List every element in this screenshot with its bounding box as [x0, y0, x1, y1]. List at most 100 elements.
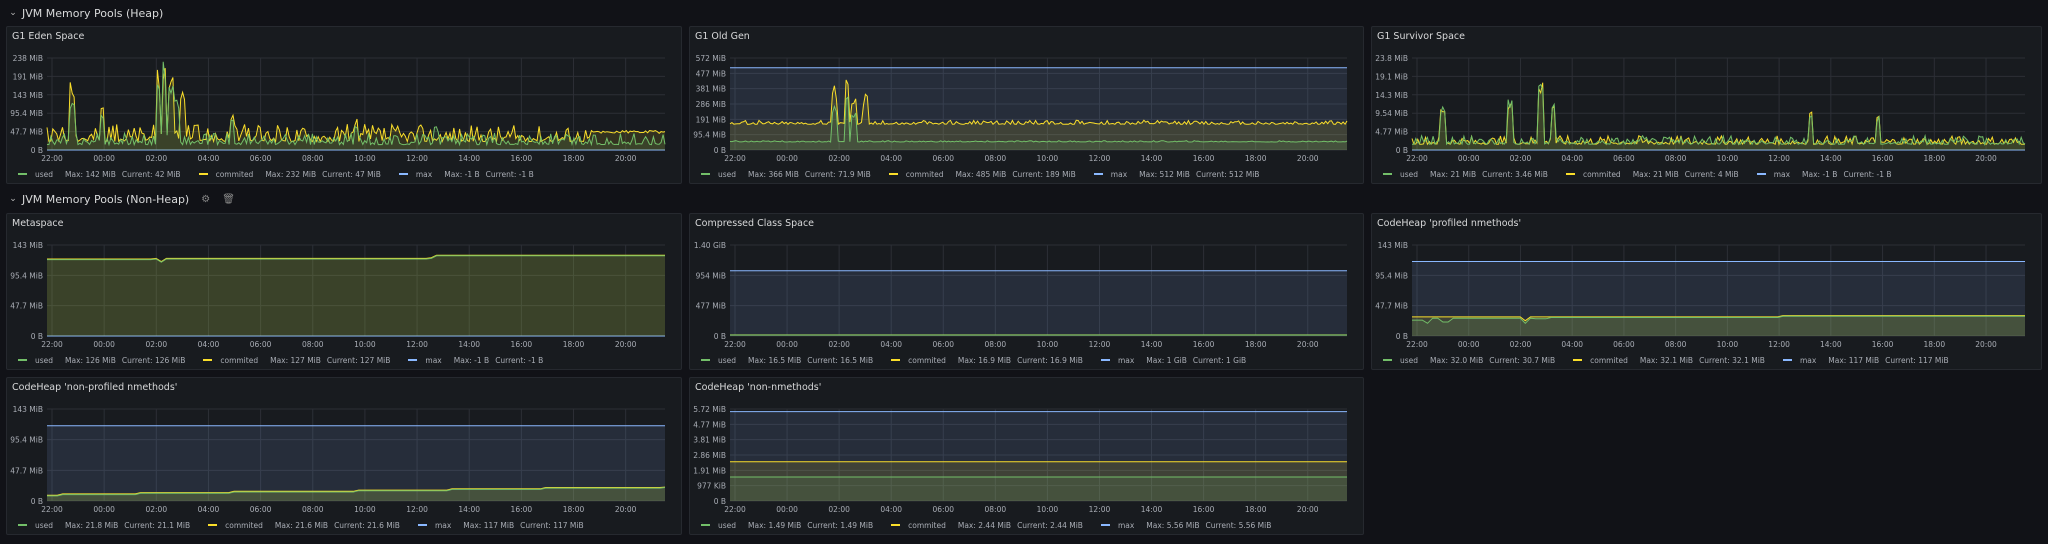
- legend-item-commited[interactable]: commited Max: 2.44 MiB Current: 2.44 MiB: [891, 521, 1089, 530]
- legend-swatch: [18, 359, 27, 361]
- series-area-commited: [1412, 315, 2025, 336]
- y-tick-label: 3.81 MiB: [693, 436, 726, 445]
- x-tick-label: 00:00: [776, 505, 798, 514]
- x-tick-label: 16:00: [1193, 154, 1215, 163]
- legend-item-commited[interactable]: commited Max: 127 MiB Current: 127 MiB: [203, 356, 396, 365]
- chart-g1-eden[interactable]: 0 B 47.7 MiB 95.4 MiB 143 MiB 191 MiB 238 MiB…: [7, 27, 681, 183]
- legend-current-value: Current: 4 MiB: [1684, 169, 1739, 179]
- chart-g1-survivor[interactable]: 0 B 4.77 MiB 9.54 MiB 14.3 MiB 19.1 MiB 23.8 …: [1372, 27, 2041, 183]
- series-area-commited: [730, 79, 1347, 150]
- chevron-down-icon[interactable]: ⌄: [9, 194, 17, 204]
- x-tick-label: 18:00: [563, 154, 585, 163]
- legend-current-value: Current: 1 GiB: [1192, 355, 1247, 365]
- series-area-used: [730, 477, 1347, 501]
- legend-item-max[interactable]: max Max: 117 MiB Current: 117 MiB: [1782, 356, 1955, 365]
- legend: used Max: 1.49 MiB Current: 1.49 MiB commit…: [701, 519, 1289, 531]
- legend-item-commited[interactable]: commited Max: 21.6 MiB Current: 21.6 MiB: [208, 521, 406, 530]
- x-tick-label: 08:00: [302, 505, 324, 514]
- x-tick-label: 18:00: [563, 505, 585, 514]
- x-tick-label: 16:00: [1872, 340, 1894, 349]
- legend-swatch: [398, 173, 408, 175]
- panel-g1-old[interactable]: G1 Old Gen 0 B 95.4 MiB 191 MiB 286 MiB 381 …: [689, 26, 1364, 184]
- panel-title: G1 Old Gen: [695, 31, 750, 42]
- chart-codeheap-profiled[interactable]: 0 B 47.7 MiB 95.4 MiB 143 MiB 22:00 00:00 02:0…: [1372, 214, 2041, 369]
- y-tick-label: 95.4 MiB: [693, 131, 726, 140]
- x-tick-label: 06:00: [250, 340, 272, 349]
- legend-item-commited[interactable]: commited Max: 16.9 MiB Current: 16.9 MiB: [891, 356, 1089, 365]
- panel-codeheap-non-nmethods[interactable]: CodeHeap 'non-nmethods' 0 B 977 KiB 1.91 M…: [689, 377, 1364, 535]
- x-tick-label: 06:00: [1613, 340, 1635, 349]
- legend-swatch: [891, 359, 901, 361]
- panel-title: G1 Survivor Space: [1377, 31, 1465, 42]
- series-area-max: [730, 270, 1347, 336]
- legend-item-used[interactable]: used Max: 126 MiB Current: 126 MiB: [18, 356, 191, 365]
- panel-compressed-class-space[interactable]: Compressed Class Space 0 B 477 MiB 954 MiB…: [689, 213, 1364, 370]
- gear-icon[interactable]: ⚙: [201, 193, 211, 205]
- legend-item-max[interactable]: max Max: -1 B Current: -1 B: [408, 356, 549, 365]
- legend-item-used[interactable]: used Max: 16.5 MiB Current: 16.5 MiB: [701, 356, 879, 365]
- legend-swatch: [208, 524, 218, 526]
- series-area-used: [47, 61, 665, 150]
- legend-item-commited[interactable]: commited Max: 32.1 MiB Current: 32.1 MiB: [1573, 356, 1771, 365]
- x-tick-label: 20:00: [615, 154, 637, 163]
- legend-item-used[interactable]: used Max: 32.0 MiB Current: 30.7 MiB: [1383, 356, 1561, 365]
- legend-max-value: Max: 1 GiB: [1146, 355, 1187, 365]
- panel-metaspace[interactable]: Metaspace 0 B 47.7 MiB 95.4 MiB 143 MiB 22:0…: [6, 213, 682, 370]
- panel-codeheap-profiled[interactable]: CodeHeap 'profiled nmethods' 0 B 47.7 MiB…: [1371, 213, 2042, 370]
- y-tick-label: 1.40 GiB: [694, 241, 726, 250]
- legend-item-used[interactable]: used Max: 142 MiB Current: 42 MiB: [18, 170, 187, 179]
- x-tick-label: 06:00: [932, 505, 954, 514]
- legend-swatch: [198, 173, 208, 175]
- legend-current-value: Current: 117 MiB: [520, 520, 584, 530]
- legend-item-used[interactable]: used Max: 21 MiB Current: 3.46 MiB: [1383, 170, 1554, 179]
- x-tick-label: 04:00: [880, 340, 902, 349]
- legend-item-used[interactable]: used Max: 366 MiB Current: 71.9 MiB: [701, 170, 877, 179]
- legend-series-name: commited: [1582, 169, 1621, 179]
- legend-item-commited[interactable]: commited Max: 232 MiB Current: 47 MiB: [198, 169, 387, 179]
- x-tick-label: 00:00: [93, 505, 115, 514]
- legend-item-max[interactable]: max Max: 512 MiB Current: 512 MiB: [1093, 170, 1266, 179]
- y-tick-label: 47.7 MiB: [1375, 302, 1408, 311]
- chart-codeheap-non-nmethods[interactable]: 0 B 977 KiB 1.91 MiB 2.86 MiB 3.81 MiB 4.77 M…: [690, 378, 1363, 534]
- y-tick-label: 143 MiB: [13, 91, 43, 100]
- panel-codeheap-non-profiled[interactable]: CodeHeap 'non-profiled nmethods' 0 B 47.7…: [6, 377, 682, 535]
- legend-item-max[interactable]: max Max: 117 MiB Current: 117 MiB: [417, 520, 590, 530]
- x-tick-label: 14:00: [1820, 340, 1842, 349]
- legend-item-commited[interactable]: commited Max: 485 MiB Current: 189 MiB: [888, 170, 1082, 179]
- row-header-heap[interactable]: ⌄ JVM Memory Pools (Heap): [0, 0, 163, 26]
- legend-item-used[interactable]: used Max: 21.8 MiB Current: 21.1 MiB: [18, 521, 196, 530]
- legend-item-used[interactable]: used Max: 1.49 MiB Current: 1.49 MiB: [701, 521, 879, 530]
- y-tick-label: 95.4 MiB: [10, 436, 43, 445]
- x-tick-label: 02:00: [828, 505, 850, 514]
- chart-metaspace[interactable]: 0 B 47.7 MiB 95.4 MiB 143 MiB 22:00 00:00 02:0…: [7, 214, 681, 369]
- legend-item-max[interactable]: max Max: -1 B Current: -1 B: [398, 170, 540, 179]
- legend-item-max[interactable]: max Max: 1 GiB Current: 1 GiB: [1100, 355, 1252, 365]
- legend-swatch: [1383, 359, 1392, 361]
- legend-max-value: Max: 21 MiB: [1430, 169, 1477, 179]
- chart-codeheap-non-profiled[interactable]: 0 B 47.7 MiB 95.4 MiB 143 MiB 22:00 00:00 02:0…: [7, 378, 681, 534]
- y-tick-label: 0 B: [714, 146, 726, 155]
- trash-icon[interactable]: 🗑: [222, 193, 235, 205]
- legend-series-name: used: [35, 520, 54, 530]
- legend-current-value: Current: 47 MiB: [322, 169, 381, 179]
- x-tick-label: 12:00: [1089, 154, 1111, 163]
- legend-item-max[interactable]: max Max: -1 B Current: -1 B: [1756, 170, 1898, 179]
- y-tick-label: 191 MiB: [696, 115, 726, 124]
- chart-compressed-class[interactable]: 0 B 477 MiB 954 MiB 1.40 GiB 22:00 00:00 02:00…: [690, 214, 1363, 369]
- chart-g1-old[interactable]: 0 B 95.4 MiB 191 MiB 286 MiB 381 MiB 477 MiB 5…: [690, 27, 1363, 183]
- legend-max-value: Max: 16.5 MiB: [748, 355, 802, 365]
- panel-g1-eden[interactable]: G1 Eden Space 0 B 47.7 MiB 95.4 MiB 143 MiB…: [6, 26, 682, 184]
- x-tick-label: 14:00: [1141, 505, 1163, 514]
- legend-series-name: max: [1117, 520, 1135, 530]
- x-tick-label: 08:00: [985, 154, 1007, 163]
- legend-item-max[interactable]: max Max: 5.56 MiB Current: 5.56 MiB: [1100, 520, 1277, 530]
- panel-g1-survivor[interactable]: G1 Survivor Space 0 B 4.77 MiB 9.54 MiB 14.…: [1371, 26, 2042, 184]
- y-tick-label: 0 B: [1396, 332, 1408, 341]
- y-tick-label: 47.7 MiB: [10, 302, 43, 311]
- legend-swatch: [1565, 173, 1575, 175]
- legend-item-commited[interactable]: commited Max: 21 MiB Current: 4 MiB: [1565, 169, 1745, 179]
- y-tick-label: 2.86 MiB: [693, 451, 726, 460]
- chevron-down-icon[interactable]: ⌄: [9, 8, 17, 18]
- x-tick-label: 08:00: [985, 505, 1007, 514]
- row-header-nonheap[interactable]: ⌄ JVM Memory Pools (Non-Heap) ⚙ 🗑: [0, 186, 235, 212]
